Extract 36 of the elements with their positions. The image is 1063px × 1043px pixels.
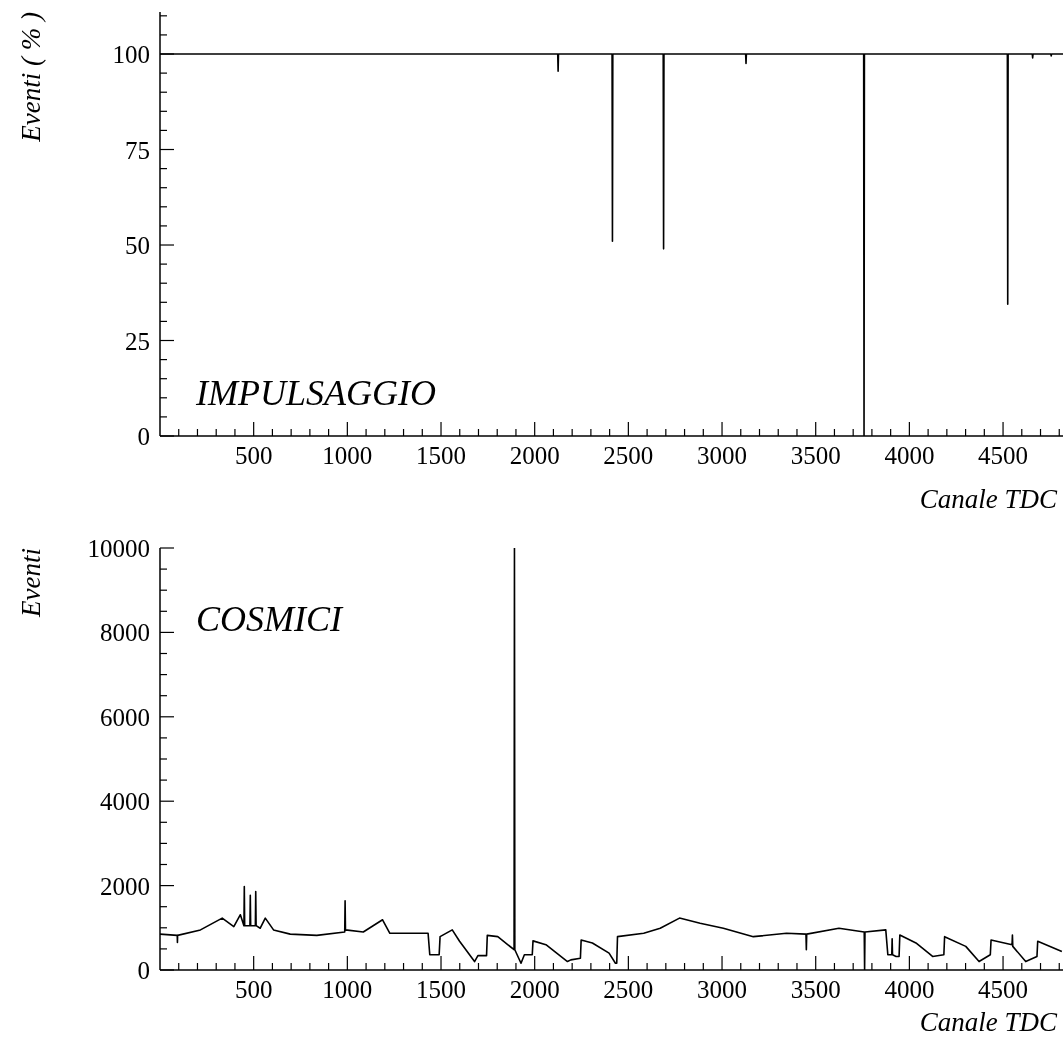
x-tick-label: 4000 bbox=[884, 442, 935, 469]
line-series bbox=[160, 548, 1063, 970]
x-axis-title: Canale TDC bbox=[919, 1007, 1058, 1037]
annotation: IMPULSAGGIO bbox=[196, 372, 436, 414]
y-tick-label: 10000 bbox=[87, 535, 150, 562]
y-tick-label: 2000 bbox=[100, 872, 150, 900]
y-axis-title: Eventi bbox=[16, 548, 46, 618]
y-tick-label: 50 bbox=[125, 232, 150, 260]
y-tick-label: 100 bbox=[112, 41, 150, 69]
x-tick-label: 2000 bbox=[509, 442, 560, 469]
x-tick-label: 2500 bbox=[603, 976, 654, 1003]
y-tick-label: 8000 bbox=[100, 619, 150, 647]
x-axis-title: Canale TDC bbox=[919, 484, 1058, 514]
x-tick-label: 3500 bbox=[790, 976, 841, 1003]
y-tick-label: 4000 bbox=[100, 788, 150, 816]
x-tick-label: 3500 bbox=[790, 442, 841, 469]
y-tick-label: 0 bbox=[137, 957, 150, 984]
x-tick-label: 1000 bbox=[322, 442, 373, 469]
x-tick-label: 3000 bbox=[697, 442, 748, 469]
x-tick-label: 2000 bbox=[509, 976, 560, 1003]
y-tick-label: 25 bbox=[125, 327, 150, 355]
x-tick-label: 500 bbox=[234, 442, 273, 469]
x-tick-label: 4500 bbox=[978, 442, 1029, 469]
x-tick-label: 2500 bbox=[603, 442, 654, 469]
x-tick-label: 1000 bbox=[322, 976, 373, 1003]
y-axis-title: Eventi ( % ) bbox=[16, 11, 46, 143]
y-tick-label: 6000 bbox=[100, 703, 150, 731]
y-tick-label: 0 bbox=[137, 423, 150, 450]
annotation: COSMICI bbox=[196, 598, 342, 640]
x-tick-label: 3000 bbox=[697, 976, 748, 1003]
x-tick-label: 4000 bbox=[884, 976, 935, 1003]
y-tick-label: 75 bbox=[125, 136, 150, 164]
x-tick-label: 4500 bbox=[978, 976, 1029, 1003]
x-tick-label: 500 bbox=[234, 976, 273, 1003]
x-tick-label: 1500 bbox=[416, 976, 467, 1003]
x-tick-label: 1500 bbox=[416, 442, 467, 469]
